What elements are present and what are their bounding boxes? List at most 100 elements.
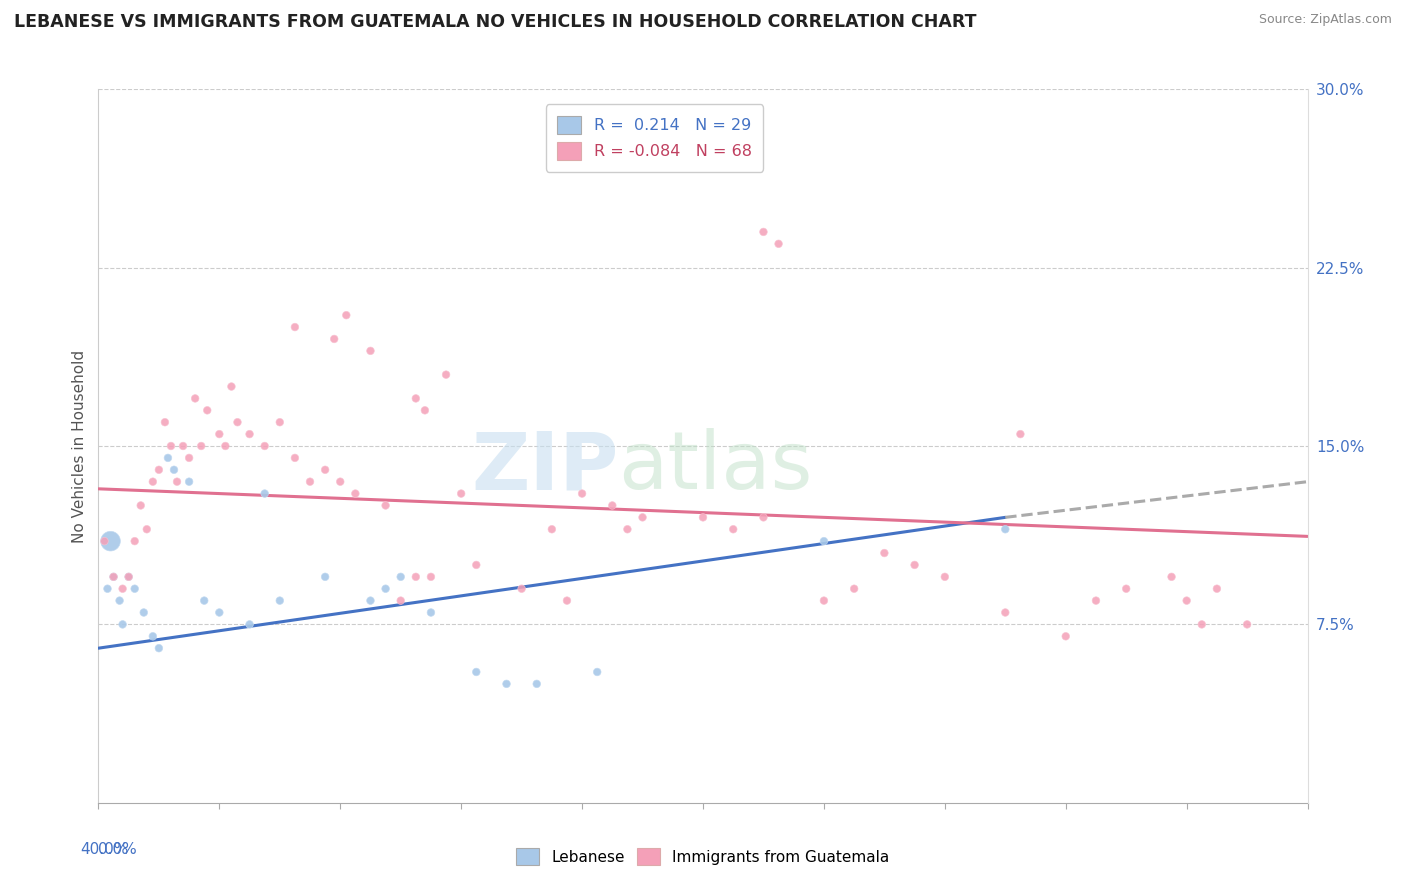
- Point: [208, 427, 231, 442]
- Point: [160, 439, 183, 453]
- Point: [434, 368, 457, 382]
- Point: [329, 475, 352, 489]
- Point: [1175, 593, 1198, 607]
- Legend: R =  0.214   N = 29, R = -0.084   N = 68: R = 0.214 N = 29, R = -0.084 N = 68: [546, 104, 763, 171]
- Point: [405, 570, 427, 584]
- Point: [314, 570, 336, 584]
- Point: [124, 582, 146, 596]
- Point: [214, 439, 236, 453]
- Point: [253, 486, 276, 500]
- Point: [129, 499, 152, 513]
- Point: [148, 463, 170, 477]
- Point: [723, 522, 745, 536]
- Point: [193, 593, 215, 607]
- Point: [360, 593, 382, 607]
- Point: [299, 475, 322, 489]
- Point: [420, 606, 443, 620]
- Point: [166, 475, 188, 489]
- Point: [103, 570, 125, 584]
- Point: [118, 570, 141, 584]
- Point: [602, 499, 624, 513]
- Point: [540, 522, 562, 536]
- Point: [253, 439, 276, 453]
- Point: [1054, 629, 1077, 643]
- Point: [335, 308, 357, 322]
- Point: [1236, 617, 1258, 632]
- Point: [420, 570, 443, 584]
- Point: [132, 606, 155, 620]
- Point: [323, 332, 346, 346]
- Point: [111, 582, 134, 596]
- Point: [510, 582, 533, 596]
- Point: [631, 510, 654, 524]
- Point: [184, 392, 207, 406]
- Point: [1160, 570, 1182, 584]
- Point: [571, 486, 593, 500]
- Point: [813, 534, 835, 549]
- Point: [873, 546, 896, 560]
- Text: 0.0%: 0.0%: [98, 842, 138, 857]
- Point: [555, 593, 578, 607]
- Point: [195, 403, 218, 417]
- Point: [284, 320, 307, 334]
- Point: [135, 522, 157, 536]
- Point: [108, 593, 131, 607]
- Point: [1085, 593, 1108, 607]
- Point: [153, 415, 176, 429]
- Point: [96, 582, 118, 596]
- Point: [269, 593, 291, 607]
- Legend: Lebanese, Immigrants from Guatemala: Lebanese, Immigrants from Guatemala: [510, 842, 896, 871]
- Point: [156, 450, 179, 465]
- Point: [1191, 617, 1213, 632]
- Point: [389, 593, 412, 607]
- Point: [752, 225, 775, 239]
- Point: [994, 522, 1017, 536]
- Point: [208, 606, 231, 620]
- Point: [813, 593, 835, 607]
- Point: [389, 570, 412, 584]
- Point: [269, 415, 291, 429]
- Point: [190, 439, 212, 453]
- Point: [179, 450, 201, 465]
- Point: [239, 617, 262, 632]
- Point: [1206, 582, 1229, 596]
- Point: [118, 570, 141, 584]
- Point: [413, 403, 436, 417]
- Point: [692, 510, 714, 524]
- Point: [163, 463, 186, 477]
- Point: [374, 582, 396, 596]
- Text: atlas: atlas: [619, 428, 813, 507]
- Point: [526, 677, 548, 691]
- Y-axis label: No Vehicles in Household: No Vehicles in Household: [72, 350, 87, 542]
- Point: [103, 570, 125, 584]
- Point: [465, 558, 488, 572]
- Point: [93, 534, 115, 549]
- Point: [142, 629, 165, 643]
- Point: [314, 463, 336, 477]
- Point: [360, 343, 382, 358]
- Point: [904, 558, 927, 572]
- Text: Source: ZipAtlas.com: Source: ZipAtlas.com: [1258, 13, 1392, 27]
- Point: [124, 534, 146, 549]
- Point: [616, 522, 638, 536]
- Point: [100, 534, 122, 549]
- Point: [994, 606, 1017, 620]
- Point: [221, 379, 243, 393]
- Text: ZIP: ZIP: [471, 428, 619, 507]
- Point: [148, 641, 170, 656]
- Point: [374, 499, 396, 513]
- Point: [934, 570, 956, 584]
- Point: [586, 665, 609, 679]
- Point: [111, 617, 134, 632]
- Point: [142, 475, 165, 489]
- Point: [752, 510, 775, 524]
- Point: [284, 450, 307, 465]
- Point: [768, 236, 790, 251]
- Point: [226, 415, 249, 429]
- Point: [1115, 582, 1137, 596]
- Point: [495, 677, 517, 691]
- Point: [450, 486, 472, 500]
- Point: [239, 427, 262, 442]
- Text: 40.0%: 40.0%: [80, 842, 129, 857]
- Point: [844, 582, 866, 596]
